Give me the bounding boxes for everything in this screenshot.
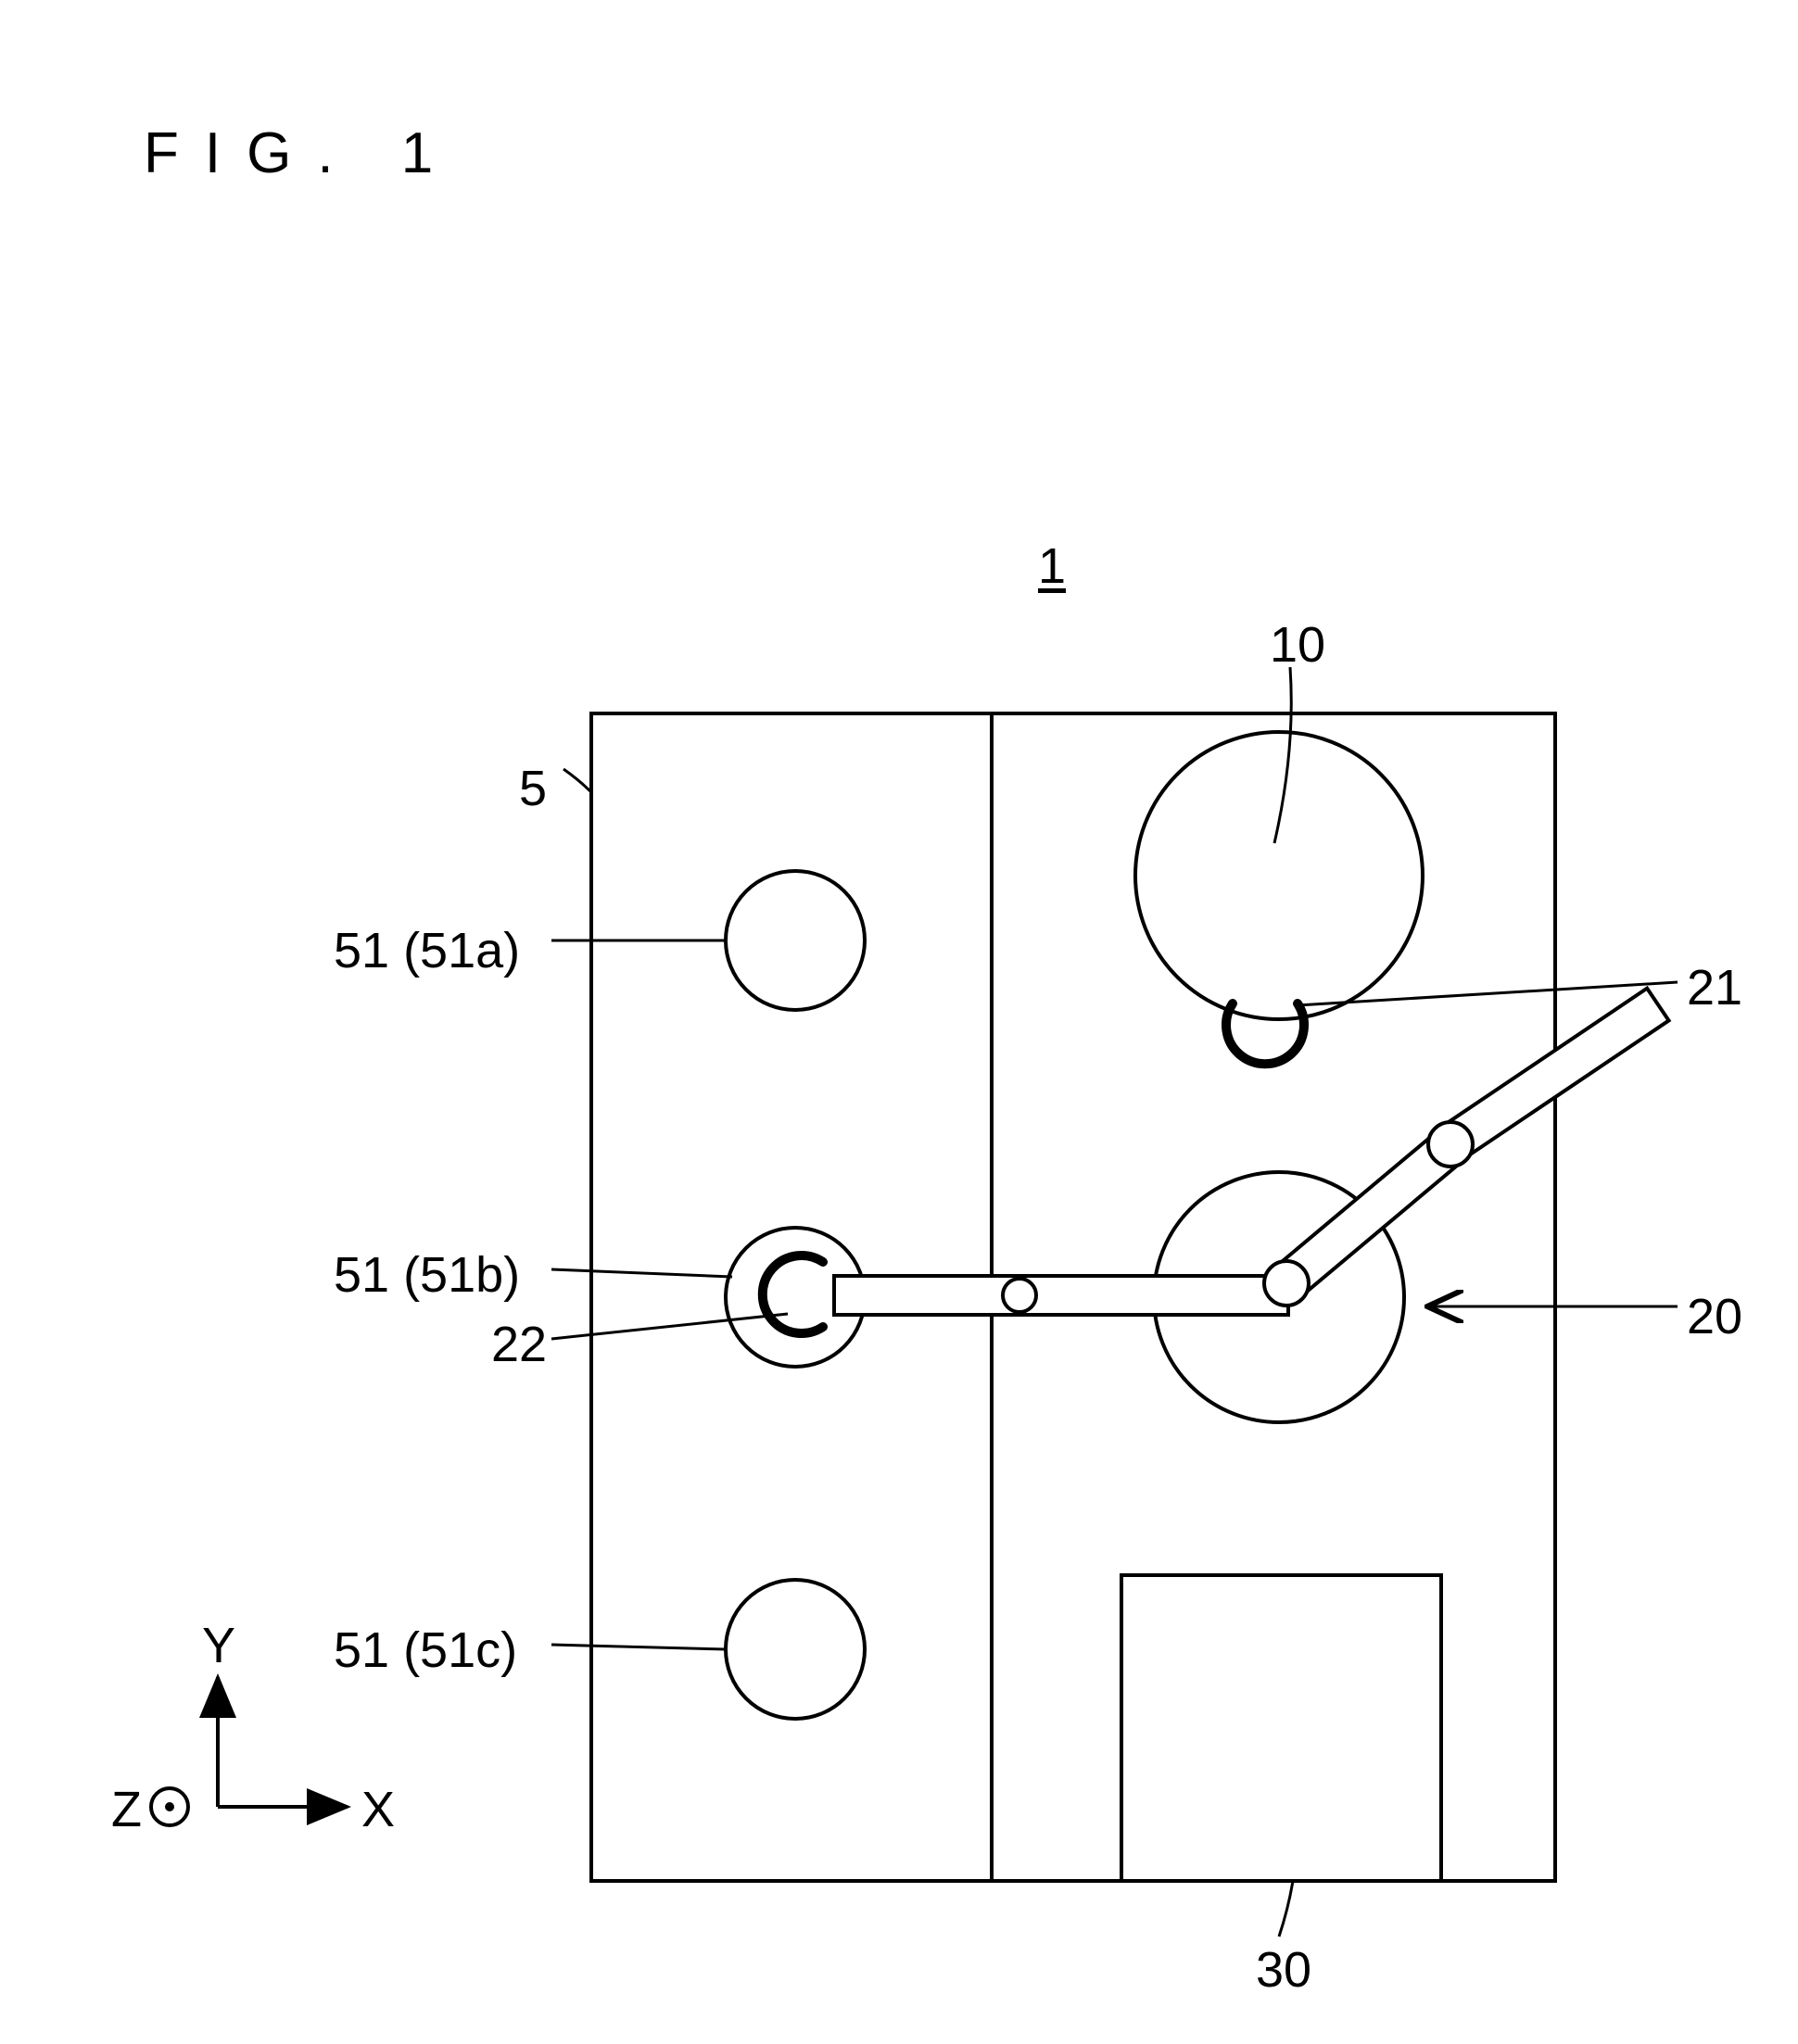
rect-30: [1121, 1575, 1441, 1881]
label-51c: 51 (51c): [334, 1621, 517, 1679]
label-30: 30: [1256, 1941, 1311, 1999]
label-22: 22: [491, 1316, 547, 1373]
diagram-svg: [0, 0, 1798, 2044]
circle-51a: [726, 871, 865, 1010]
robot-arm: [763, 989, 1669, 1333]
label-51b: 51 (51b): [334, 1246, 520, 1304]
page: FIG. 1 1: [0, 0, 1798, 2044]
circle-51c: [726, 1580, 865, 1719]
label-5: 5: [519, 760, 547, 817]
label-10: 10: [1270, 616, 1325, 674]
label-21: 21: [1687, 959, 1742, 1016]
coordinate-axes: [151, 1677, 348, 1825]
label-51a: 51 (51a): [334, 922, 520, 979]
label-20: 20: [1687, 1288, 1742, 1345]
axis-label-y: Y: [202, 1617, 235, 1674]
axis-label-z: Z: [111, 1781, 142, 1838]
axis-label-x: X: [361, 1781, 395, 1838]
circle-10: [1135, 732, 1423, 1019]
